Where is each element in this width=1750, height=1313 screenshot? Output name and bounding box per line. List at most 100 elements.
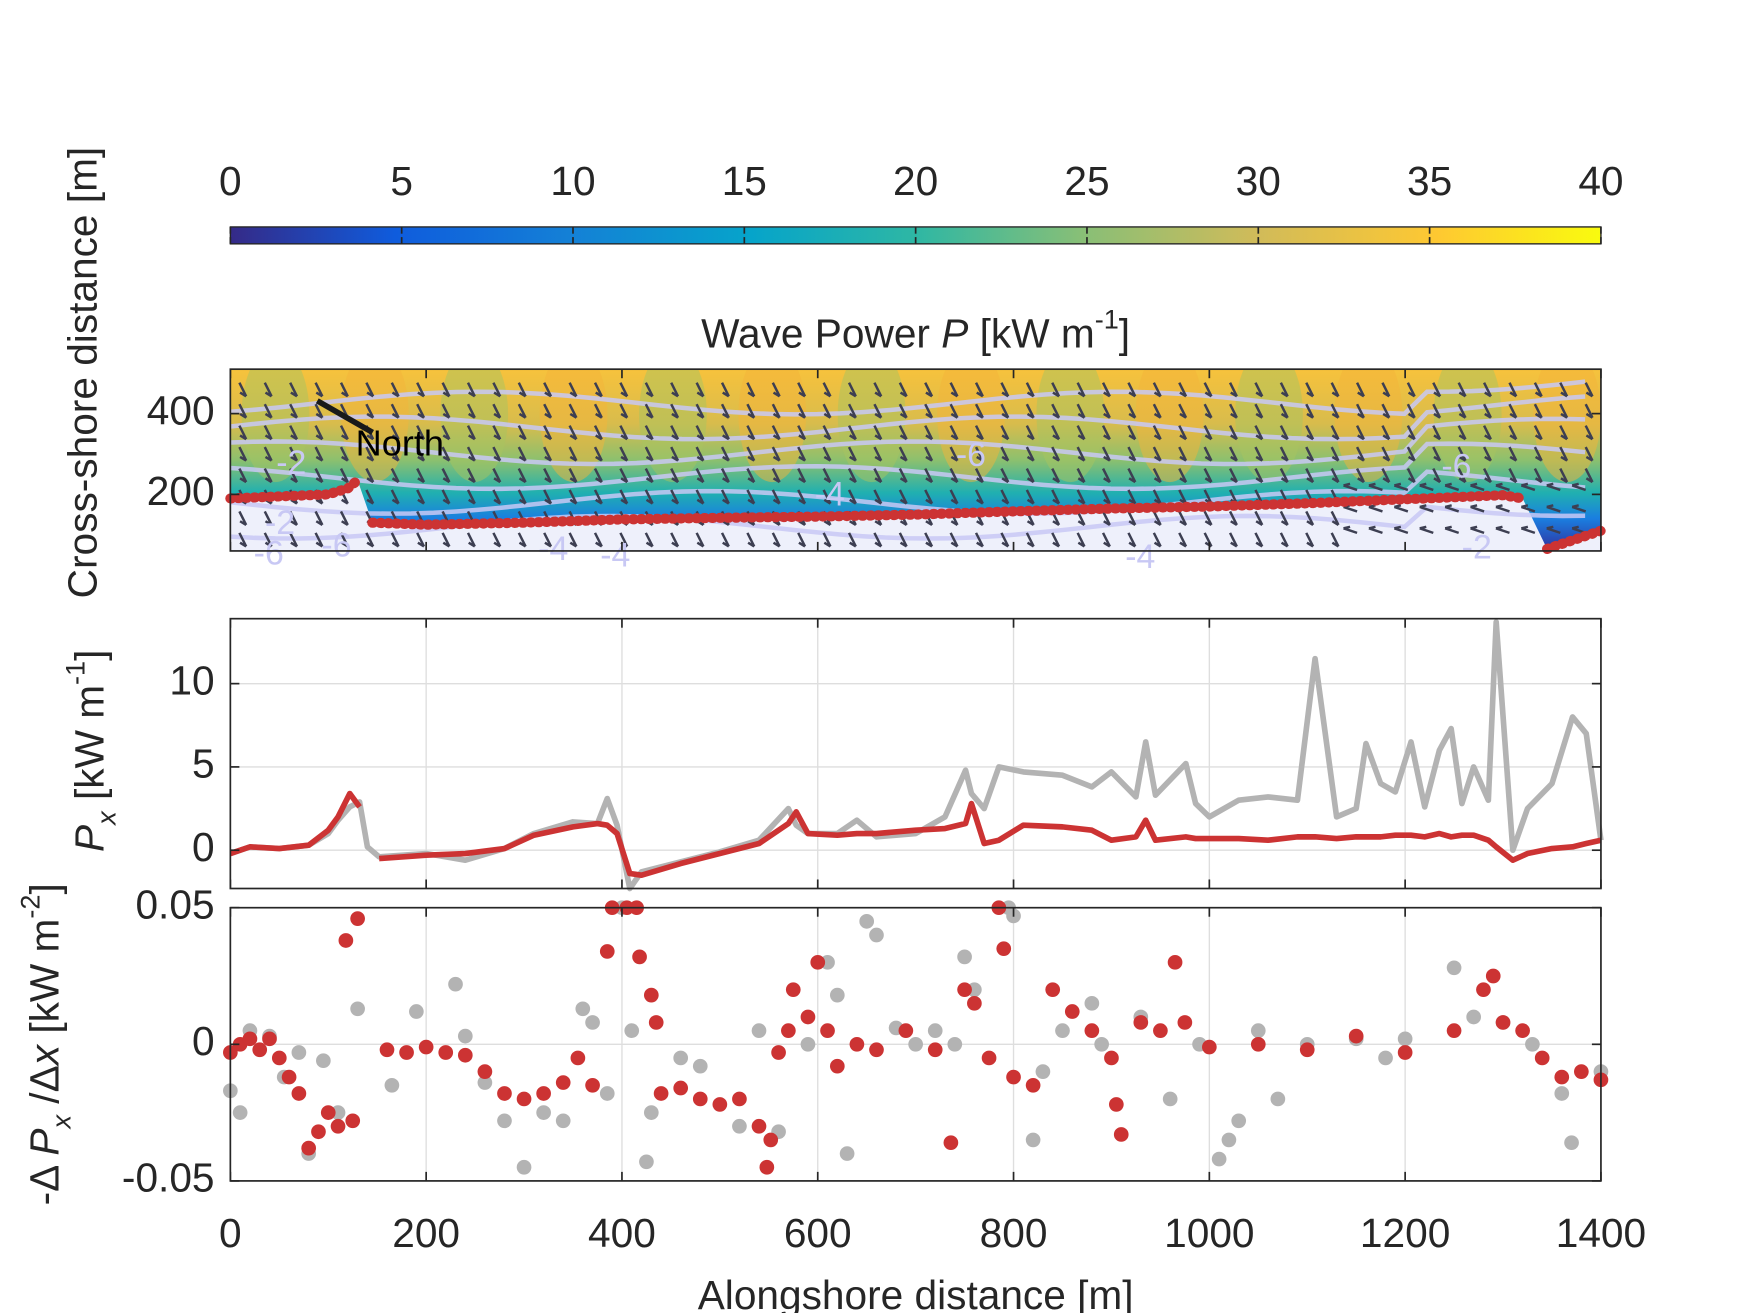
wave-arrow: [1559, 467, 1569, 484]
wave-arrow: [1305, 382, 1315, 398]
scatter-point: [1084, 1023, 1100, 1038]
wave-arrow: [1178, 403, 1188, 419]
scatter-point: [785, 982, 801, 997]
wave-arrow: [644, 425, 654, 441]
wave-arrow: [873, 532, 883, 548]
wave-arrow: [1381, 467, 1391, 484]
wave-arrow: [771, 532, 781, 548]
scatter-point: [1348, 1028, 1364, 1044]
wave-arrow: [593, 467, 603, 484]
scatter-point: [570, 1050, 586, 1066]
wave-arrow: [1457, 425, 1467, 441]
wave-arrow: [1355, 382, 1365, 398]
wave-arrow: [492, 467, 502, 484]
wave-arrow: [746, 382, 756, 398]
colorbar-tick-label: 10: [550, 158, 595, 204]
text-part: [kW m: [66, 685, 112, 811]
scatter-point: [555, 1113, 571, 1129]
scatter-point: [869, 927, 884, 943]
scatter-point: [908, 1036, 923, 1052]
scatter-point: [1167, 955, 1183, 970]
wave-arrow: [1051, 425, 1061, 441]
wave-arrow: [1152, 382, 1162, 398]
text-part: x: [45, 1114, 76, 1131]
y-tick-label: 200: [147, 468, 215, 514]
wave-arrow: [339, 510, 349, 527]
wave-arrow: [1533, 446, 1543, 462]
scatter-point: [585, 1077, 600, 1093]
wave-arrow: [1482, 425, 1492, 441]
scatter-point: [599, 944, 615, 959]
y-tick-label: 0: [192, 1018, 215, 1064]
wave-arrow: [1178, 382, 1188, 398]
wave-arrow: [441, 382, 451, 398]
wave-arrow: [1025, 467, 1035, 484]
wave-arrow: [1051, 446, 1061, 462]
wave-arrow: [822, 489, 832, 505]
scatter-point: [1133, 1015, 1149, 1030]
wave-arrow: [593, 425, 603, 441]
wave-arrow: [1025, 489, 1035, 505]
chart-title: Wave Power P [kW m-1]: [701, 303, 1130, 356]
wave-arrow: [314, 510, 324, 527]
scatter-point: [898, 1023, 914, 1038]
scatter-point: [859, 914, 875, 929]
colorbar-tick-label: 15: [722, 158, 767, 204]
scatter-point: [624, 1023, 640, 1038]
wave-arrow: [365, 532, 375, 548]
wave-arrow: [1127, 489, 1137, 505]
scatter-point: [1270, 1091, 1286, 1107]
wave-arrow: [1559, 446, 1569, 462]
wave-arrow: [771, 403, 781, 419]
scatter-point: [632, 949, 647, 965]
wave-arrow: [238, 425, 248, 441]
wave-arrow: [1495, 482, 1510, 492]
wave-arrow: [263, 532, 273, 548]
scatter-point: [947, 1036, 963, 1052]
wave-arrow: [568, 532, 578, 548]
contour-label: -4: [1125, 538, 1155, 576]
scatter-point: [839, 1146, 855, 1161]
wave-arrow: [492, 382, 502, 398]
wave-arrow: [670, 446, 680, 462]
scatter-point: [781, 1023, 796, 1038]
scatter-point: [477, 1064, 493, 1079]
wave-arrow: [644, 467, 654, 484]
wave-arrow: [441, 403, 451, 419]
text-part: [kW m: [968, 310, 1094, 356]
scatter-point: [320, 1105, 336, 1120]
wave-arrow: [822, 532, 832, 548]
y-tick-label: 0.05: [135, 881, 214, 927]
wave-arrow: [619, 489, 629, 505]
wave-arrow: [1000, 425, 1010, 441]
contour-line: [230, 469, 1586, 516]
wave-arrow: [263, 425, 273, 441]
wave-arrow: [593, 489, 603, 505]
wave-arrow: [1305, 532, 1315, 548]
wave-arrow: [263, 510, 273, 527]
wave-arrow: [492, 489, 502, 505]
wave-arrow: [644, 532, 654, 548]
wave-arrow: [1152, 532, 1162, 548]
wave-arrow: [492, 425, 502, 441]
y-axis-label: -Δ Px /Δx [kW m-2]: [14, 883, 76, 1205]
contour-label: -4: [815, 476, 845, 514]
scatter-point: [311, 1124, 326, 1140]
scatter-point: [981, 1050, 997, 1066]
wave-arrow: [695, 382, 705, 398]
wave-arrow: [314, 403, 324, 419]
wave-arrow: [1457, 467, 1467, 484]
wave-arrow: [289, 510, 299, 527]
y-tick-label: 10: [169, 657, 214, 703]
wave-arrow: [822, 382, 832, 398]
text-part: P: [21, 1129, 67, 1156]
scatter-point: [536, 1105, 551, 1120]
wave-arrow: [1000, 489, 1010, 505]
wave-arrow: [263, 382, 273, 398]
scatter-point: [1446, 960, 1462, 976]
contour-label: -6: [1441, 447, 1471, 485]
wave-arrow: [1076, 532, 1086, 548]
wave-arrow: [1152, 403, 1162, 419]
wave-arrow: [1355, 403, 1365, 419]
wave-arrow: [1559, 425, 1569, 441]
